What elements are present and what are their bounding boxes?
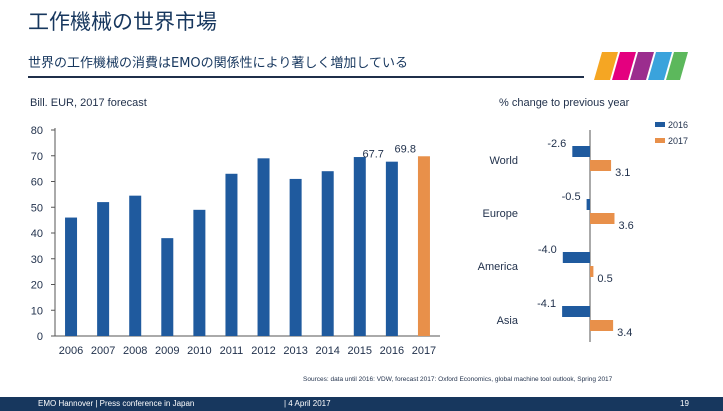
- bar-2017: [417, 156, 430, 336]
- category-label-europe: Europe: [483, 208, 518, 220]
- category-label-asia: Asia: [497, 315, 519, 327]
- footer-event-label: EMO Hannover | Press conference in Japan: [38, 399, 195, 408]
- x-tick-label: 2015: [348, 345, 372, 357]
- bar-europe-2017: [590, 213, 615, 224]
- x-tick-label: 2013: [283, 345, 307, 357]
- source-note: Sources: data until 2016: VDW, forecast …: [303, 376, 613, 383]
- y-tick-label: 10: [31, 305, 43, 317]
- bar-america-2017: [590, 266, 594, 277]
- y-tick-label: 30: [31, 254, 43, 266]
- right-chart-unit-label: % change to previous year: [499, 97, 630, 109]
- left-chart-unit-label: Bill. EUR, 2017 forecast: [30, 97, 147, 109]
- y-tick-label: 80: [31, 125, 43, 137]
- legend-label-2017: 2017: [668, 136, 688, 146]
- emo-logo-icon: [594, 52, 688, 80]
- y-tick-label: 0: [37, 331, 43, 343]
- y-tick-label: 70: [31, 151, 43, 163]
- x-tick-label: 2014: [315, 345, 339, 357]
- legend-swatch-2016: [655, 122, 665, 127]
- y-tick-label: 60: [31, 177, 43, 189]
- page-number: 19: [680, 399, 689, 408]
- x-tick-label: 2011: [220, 345, 244, 357]
- data-label-2017: 69.8: [395, 143, 416, 155]
- value-label-asia-2016: -4.1: [537, 298, 556, 310]
- bar-2013: [289, 178, 302, 336]
- x-tick-label: 2012: [251, 345, 275, 357]
- value-label-america-2017: 0.5: [597, 273, 612, 285]
- bar-world-2017: [590, 160, 612, 171]
- data-label-2016: 67.7: [362, 149, 383, 161]
- bar-2011: [225, 173, 238, 336]
- bar-2010: [193, 209, 206, 336]
- bar-2008: [129, 195, 142, 336]
- logo-stripe-orange: [594, 52, 618, 80]
- footer-bar: [0, 397, 723, 411]
- value-label-europe-2016: -0.5: [562, 191, 581, 203]
- bar-asia-2016: [562, 306, 590, 317]
- x-tick-label: 2008: [123, 345, 147, 357]
- bar-2006: [65, 217, 78, 336]
- bar-europe-2016: [586, 199, 590, 210]
- logo-stripe-magenta: [612, 52, 636, 80]
- y-tick-label: 50: [31, 202, 43, 214]
- bar-world-2016: [572, 146, 590, 157]
- bar-2009: [161, 238, 174, 336]
- y-tick-label: 20: [31, 280, 43, 292]
- value-label-asia-2017: 3.4: [617, 327, 632, 339]
- value-label-europe-2017: 3.6: [618, 220, 633, 232]
- bar-2014: [321, 171, 334, 336]
- logo-stripe-blue: [648, 52, 672, 80]
- x-tick-label: 2006: [59, 345, 83, 357]
- page-subtitle: 世界の工作機械の消費はEMOの関係性により著しく増加している: [28, 56, 409, 71]
- logo-stripe-green: [666, 52, 688, 80]
- page-title: 工作機械の世界市場: [28, 10, 217, 34]
- category-label-world: World: [489, 155, 518, 167]
- title-divider: [28, 76, 584, 78]
- value-label-world-2016: -2.6: [547, 138, 566, 150]
- logo-stripe-purple: [630, 52, 654, 80]
- x-tick-label: 2010: [187, 345, 211, 357]
- category-label-america: America: [478, 261, 519, 273]
- bar-2012: [257, 158, 270, 336]
- bar-asia-2017: [590, 320, 614, 331]
- x-tick-label: 2007: [91, 345, 115, 357]
- x-tick-label: 2017: [412, 345, 436, 357]
- bar-america-2016: [562, 252, 590, 263]
- x-tick-label: 2009: [155, 345, 179, 357]
- value-label-world-2017: 3.1: [615, 167, 630, 179]
- legend-swatch-2017: [655, 138, 665, 143]
- y-tick-label: 40: [31, 228, 43, 240]
- x-tick-label: 2016: [380, 345, 404, 357]
- bar-2007: [97, 202, 110, 336]
- value-label-america-2016: -4.0: [538, 244, 557, 256]
- legend-label-2016: 2016: [668, 120, 688, 130]
- bar-2015: [353, 157, 366, 336]
- footer-date: | 4 April 2017: [284, 399, 331, 408]
- bar-2016: [385, 161, 398, 336]
